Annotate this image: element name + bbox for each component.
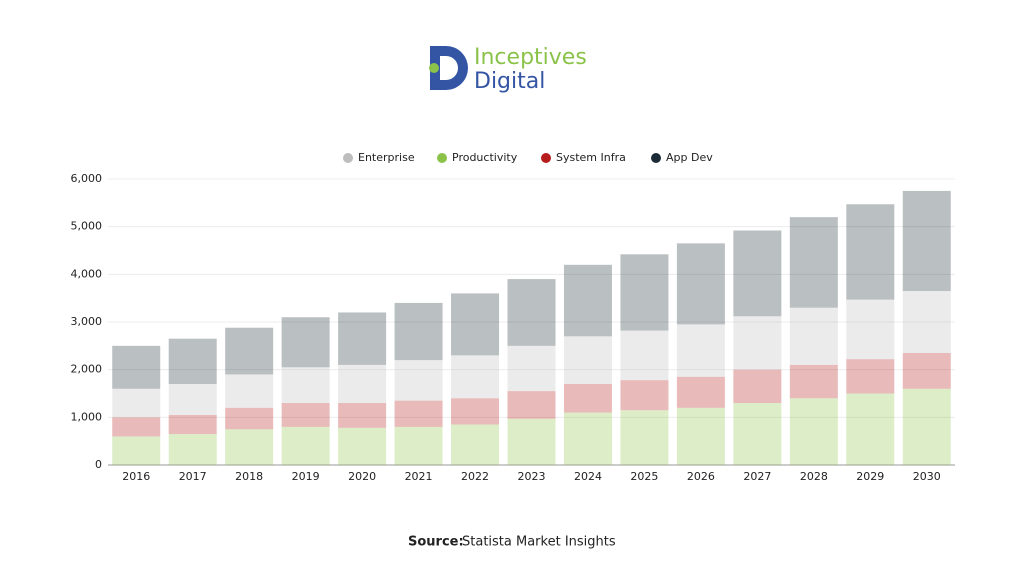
bar-segment [676,324,725,377]
logo-icon [430,46,468,90]
legend-marker [343,153,353,163]
x-tick-label: 2018 [235,470,263,483]
bar-segment [225,429,274,465]
x-tick-label: 2028 [800,470,828,483]
y-tick-label: 4,000 [71,267,103,280]
x-tick-label: 2022 [461,470,489,483]
bar-segment [338,364,387,404]
y-tick-label: 3,000 [71,315,103,328]
bar-segment [451,355,500,399]
bar-segment [394,426,443,465]
bar-segment [112,345,161,389]
bar-segment [112,436,161,465]
logo-line1: Inceptives [474,45,587,70]
y-tick-label: 2,000 [71,363,103,376]
bar-segment [338,312,387,365]
bar-segment [620,254,669,331]
x-tick-label: 2029 [856,470,884,483]
legend-label: System Infra [556,151,626,164]
bar-segment [676,407,725,465]
bar-segment [733,316,782,370]
x-tick-label: 2020 [348,470,376,483]
bar-segment [225,407,274,430]
bar-segment [451,424,500,465]
bar-segment [789,217,838,308]
bar-segment [168,434,217,465]
bar-segment [846,204,895,300]
y-tick-label: 1,000 [71,410,103,423]
x-tick-label: 2030 [913,470,941,483]
x-tick-label: 2024 [574,470,602,483]
bar-segment [394,400,443,427]
bar-segment [789,364,838,399]
logo-dot [429,63,439,73]
bar-segment [563,412,612,465]
x-tick-label: 2017 [179,470,207,483]
y-tick-label: 6,000 [71,172,103,185]
bar-segment [733,403,782,465]
bar-segment [846,359,895,394]
x-tick-label: 2023 [518,470,546,483]
bar-segment [338,427,387,465]
y-tick-label: 5,000 [71,220,103,233]
bar-segment [620,330,669,381]
bar-segment [620,380,669,411]
bar-segment [394,360,443,401]
x-tick-label: 2027 [743,470,771,483]
bar-segment [168,338,217,384]
bar-segment [451,398,500,425]
bar-segment [902,388,951,465]
bar-segment [563,336,612,384]
bar-segment [620,410,669,465]
bar-segment [225,374,274,408]
bar-segment [281,317,330,368]
legend-label: Productivity [452,151,518,164]
legend-label: App Dev [666,151,713,164]
bar-segment [902,190,951,292]
bar-segment [281,367,330,404]
bar-segment [789,307,838,365]
bar-segment [563,383,612,413]
bar-segment [846,299,895,360]
x-tick-label: 2016 [122,470,150,483]
bar-segment [507,391,556,419]
bar-segment [902,352,951,389]
bar-segment [507,279,556,346]
bar-segment [507,418,556,465]
bar-segment [789,398,838,465]
bar-segment [168,383,217,415]
x-tick-label: 2019 [292,470,320,483]
logo: Inceptives Digital [429,45,587,94]
legend-marker [437,153,447,163]
bar-segment [507,345,556,392]
bar-segment [112,388,161,418]
legend-marker [651,153,661,163]
bar-segment [112,417,161,437]
bar-segment [168,414,217,435]
bar-segment [225,327,274,375]
bar-segment [394,302,443,361]
bar-segment [338,403,387,428]
logo-line2: Digital [474,69,545,94]
bar-segment [902,291,951,353]
source-text: Statista Market Insights [462,535,616,550]
bar-segment [846,393,895,465]
bar-segment [281,426,330,465]
bar-segment [733,230,782,317]
bar-segment [451,293,500,356]
x-tick-label: 2021 [405,470,433,483]
y-tick-label: 0 [95,458,102,471]
x-tick-label: 2026 [687,470,715,483]
bar-segment [733,369,782,404]
x-tick-label: 2025 [630,470,658,483]
legend-marker [541,153,551,163]
source-label: Source: [408,535,464,550]
bar-segment [281,403,330,427]
bar-segment [676,243,725,325]
bar-segment [563,264,612,337]
legend-label: Enterprise [358,151,415,164]
bar-segment [676,376,725,408]
